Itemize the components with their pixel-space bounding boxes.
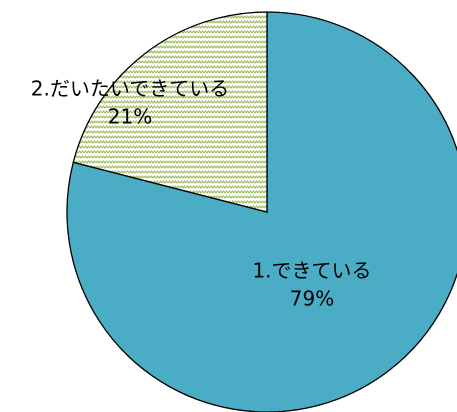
slice-category-label: 1.できている [252,259,371,283]
pie-slice [72,11,268,213]
slice-value-label: 79% [290,287,334,311]
pie-slice [66,11,457,412]
slice-value-label: 21% [108,105,152,129]
slice-category-label: 2.だいたいできている [31,77,229,101]
